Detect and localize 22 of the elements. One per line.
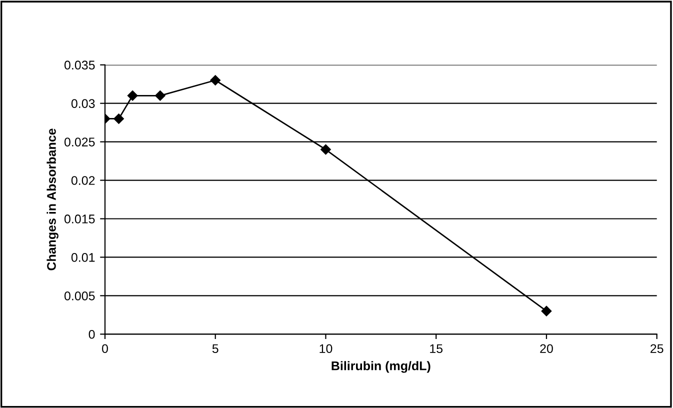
y-axis-title: Changes in Absorbance <box>46 128 58 270</box>
y-tick-label: 0.035 <box>64 60 95 70</box>
y-tick-label: 0.03 <box>71 99 95 108</box>
y-tick-label: 0.01 <box>71 253 95 262</box>
point <box>114 114 124 124</box>
y-tick-label: 0.005 <box>64 291 95 300</box>
x-tick-label: 15 <box>430 344 443 354</box>
x-tick-label: 0 <box>102 344 108 354</box>
x-tick-label: 5 <box>212 344 218 354</box>
x-axis-title: Bilirubin (mg/dL) <box>332 361 430 373</box>
x-tick-label: 25 <box>650 344 664 354</box>
point <box>541 306 552 316</box>
x-tick-label: 20 <box>540 344 553 354</box>
point <box>127 90 138 101</box>
point <box>210 75 220 86</box>
point <box>320 144 331 155</box>
y-tick-label: 0.015 <box>64 214 95 224</box>
y-tick-label: 0.025 <box>64 138 95 146</box>
y-tick-label: 0 <box>88 330 95 339</box>
point <box>155 90 166 101</box>
x-tick-label: 10 <box>320 344 332 354</box>
y-tick-label: 0.02 <box>71 176 95 185</box>
